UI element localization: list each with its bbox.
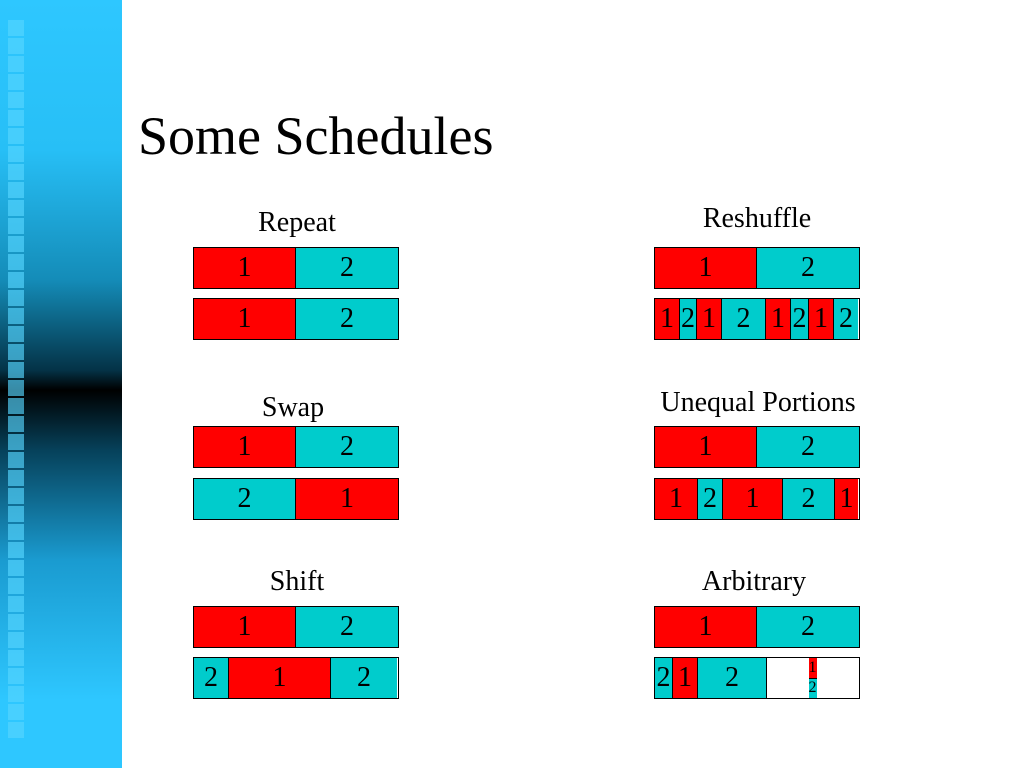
schedule-label-reshuffle: Reshuffle <box>702 203 812 234</box>
portion-2-block: 2 <box>194 658 229 698</box>
sidebar-square <box>8 110 24 126</box>
sidebar-square <box>8 686 24 702</box>
portion-2-block: 2 <box>655 658 673 698</box>
schedule-label-arbitrary: Arbitrary <box>701 566 807 597</box>
portion-1-block: 1 <box>835 479 858 519</box>
portion-2-block: 2 <box>331 658 397 698</box>
sidebar-square <box>8 452 24 468</box>
sidebar-square <box>8 290 24 306</box>
schedule-bar-unequal-portions-2: 1 2 1 2 1 <box>654 478 860 520</box>
portion-1-block: 1 <box>194 299 296 339</box>
sidebar-square <box>8 38 24 54</box>
portion-2-block: 2 <box>296 427 398 467</box>
sidebar-square <box>8 146 24 162</box>
portion-2-block: 2 <box>783 479 835 519</box>
sidebar-square <box>8 506 24 522</box>
schedule-bar-shift-1: 1 2 <box>193 606 399 648</box>
sidebar-square <box>8 92 24 108</box>
sidebar-square <box>8 470 24 486</box>
portion-2-block: 2 <box>296 607 398 647</box>
schedule-label-swap: Swap <box>261 392 325 423</box>
portion-2-block: 2 <box>698 658 767 698</box>
sidebar-square <box>8 596 24 612</box>
sidebar-square <box>8 362 24 378</box>
portion-2-block: 2 <box>194 479 296 519</box>
sidebar-square <box>8 56 24 72</box>
schedule-label-unequal-portions: Unequal Portions <box>660 387 856 418</box>
schedule-bar-arbitrary-2: 2 1 2 1 2 <box>654 657 860 699</box>
slide-title: Some Schedules <box>138 106 494 166</box>
portion-1-block: 1 <box>809 299 834 339</box>
sidebar-square <box>8 218 24 234</box>
schedule-bar-swap-2: 2 1 <box>193 478 399 520</box>
portion-1-block: 1 <box>766 299 791 339</box>
portion-1-block: 1 <box>723 479 783 519</box>
sidebar-square <box>8 650 24 666</box>
sidebar-square <box>8 164 24 180</box>
sidebar-square <box>8 578 24 594</box>
sidebar-square <box>8 668 24 684</box>
portion-1-block: 1 <box>673 658 698 698</box>
portion-1-block: 1 <box>655 479 698 519</box>
sidebar-square <box>8 704 24 720</box>
stacked-portion-block: 1 2 <box>767 658 858 698</box>
sidebar-square <box>8 632 24 648</box>
portion-2-block: 2 <box>791 299 809 339</box>
sidebar-square <box>8 614 24 630</box>
schedule-bar-reshuffle-2: 1 2 1 2 1 2 1 2 <box>654 298 860 340</box>
portion-2-block: 2 <box>757 427 859 467</box>
sidebar-square <box>8 380 24 396</box>
portion-1-block: 1 <box>655 299 680 339</box>
portion-1-block: 1 <box>194 607 296 647</box>
portion-1-block: 1 <box>655 607 757 647</box>
sidebar-square <box>8 434 24 450</box>
sidebar-square <box>8 74 24 90</box>
schedule-bar-repeat-1: 1 2 <box>193 247 399 289</box>
portion-1-block: 1 <box>229 658 331 698</box>
portion-2-block: 2 <box>757 607 859 647</box>
portion-2-block: 2 <box>296 248 398 288</box>
portion-2-block: 2 <box>680 299 697 339</box>
decorative-sidebar <box>0 0 122 768</box>
sidebar-square <box>8 200 24 216</box>
portion-2-block: 2 <box>834 299 858 339</box>
sidebar-square <box>8 254 24 270</box>
portion-1-block: 1 <box>296 479 398 519</box>
portion-2-block: 2 <box>722 299 766 339</box>
sidebar-square <box>8 128 24 144</box>
sidebar-square <box>8 20 24 36</box>
sidebar-square <box>8 272 24 288</box>
sidebar-square <box>8 488 24 504</box>
portion-2-block: 2 <box>757 248 859 288</box>
schedule-bar-swap-1: 1 2 <box>193 426 399 468</box>
schedule-bar-repeat-2: 1 2 <box>193 298 399 340</box>
portion-1-block: 1 <box>808 658 817 679</box>
sidebar-square <box>8 560 24 576</box>
schedule-bar-shift-2: 2 1 2 <box>193 657 399 699</box>
schedule-label-shift: Shift <box>269 566 325 597</box>
sidebar-square <box>8 326 24 342</box>
portion-2-block: 2 <box>296 299 398 339</box>
sidebar-square <box>8 416 24 432</box>
sidebar-square <box>8 308 24 324</box>
sidebar-square <box>8 398 24 414</box>
portion-1-block: 1 <box>655 248 757 288</box>
sidebar-square <box>8 722 24 738</box>
portion-1-block: 1 <box>194 427 296 467</box>
portion-2-block: 2 <box>808 678 817 698</box>
sidebar-square <box>8 182 24 198</box>
schedule-bar-unequal-portions-1: 1 2 <box>654 426 860 468</box>
portion-1-block: 1 <box>697 299 722 339</box>
sidebar-square <box>8 542 24 558</box>
sidebar-square <box>8 236 24 252</box>
schedule-label-repeat: Repeat <box>258 207 336 238</box>
sidebar-square <box>8 344 24 360</box>
sidebar-square <box>8 524 24 540</box>
portion-2-block: 2 <box>698 479 723 519</box>
portion-1-block: 1 <box>194 248 296 288</box>
portion-1-block: 1 <box>655 427 757 467</box>
schedule-bar-reshuffle-1: 1 2 <box>654 247 860 289</box>
schedule-bar-arbitrary-1: 1 2 <box>654 606 860 648</box>
